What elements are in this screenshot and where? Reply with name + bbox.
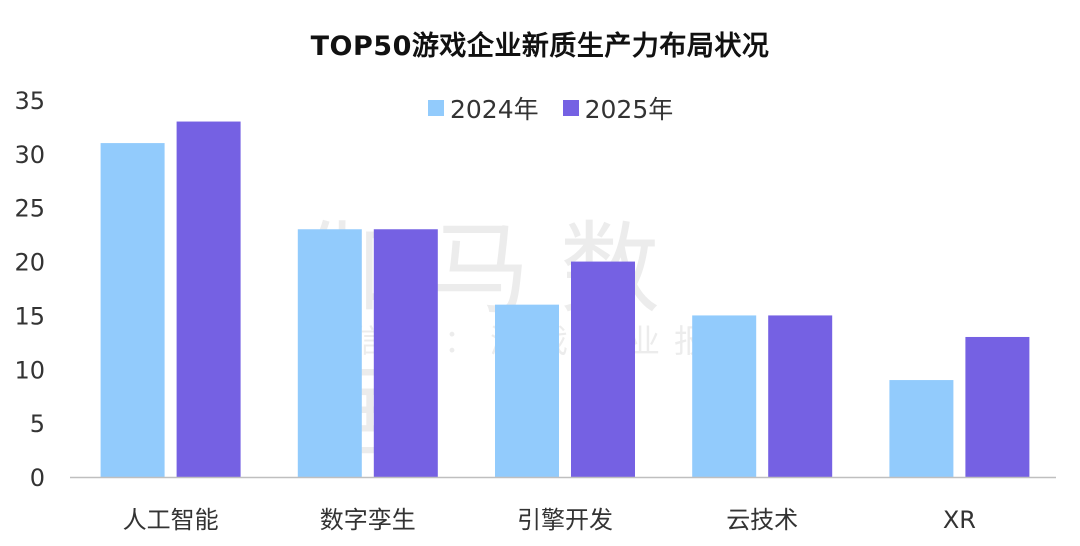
bar-2025: [571, 261, 635, 477]
x-tick-label: 数字孪生: [320, 506, 416, 534]
y-tick-label: 30: [14, 141, 45, 169]
legend-swatch-2025: [562, 100, 579, 116]
y-tick-label: 5: [30, 410, 45, 438]
legend-label-2024: 2024年: [450, 95, 539, 124]
bar-2024: [495, 304, 559, 477]
bar-2025: [373, 229, 438, 477]
legend-item-2025: 2025年: [562, 90, 674, 126]
bar-2024: [889, 380, 954, 477]
chart-legend: 2024年 2025年: [428, 90, 697, 126]
legend-swatch-2024: [428, 100, 444, 116]
bar-2024: [100, 143, 165, 478]
chart-title: TOP50游戏企业新质生产力布局状况: [310, 31, 770, 62]
y-tick-label: 35: [14, 87, 45, 115]
bar-2024: [297, 229, 362, 477]
y-tick-label: 25: [14, 195, 45, 223]
x-tick-label: 引擎开发: [517, 506, 613, 534]
y-tick-label: 15: [14, 302, 45, 330]
x-tick-label: 人工智能: [123, 506, 219, 534]
x-tick-label: 云技术: [726, 506, 798, 534]
legend-label-2025: 2025年: [584, 95, 674, 124]
bar-2024: [692, 315, 757, 477]
x-tick-label: XR: [943, 506, 976, 534]
bar-2025: [965, 336, 1030, 477]
bar-2025: [768, 315, 833, 477]
y-tick-label: 20: [14, 249, 45, 277]
bar-2025: [176, 121, 241, 478]
y-tick-label: 10: [14, 356, 45, 384]
y-tick-label: 0: [30, 464, 45, 492]
legend-item-2024: 2024年: [428, 90, 539, 126]
